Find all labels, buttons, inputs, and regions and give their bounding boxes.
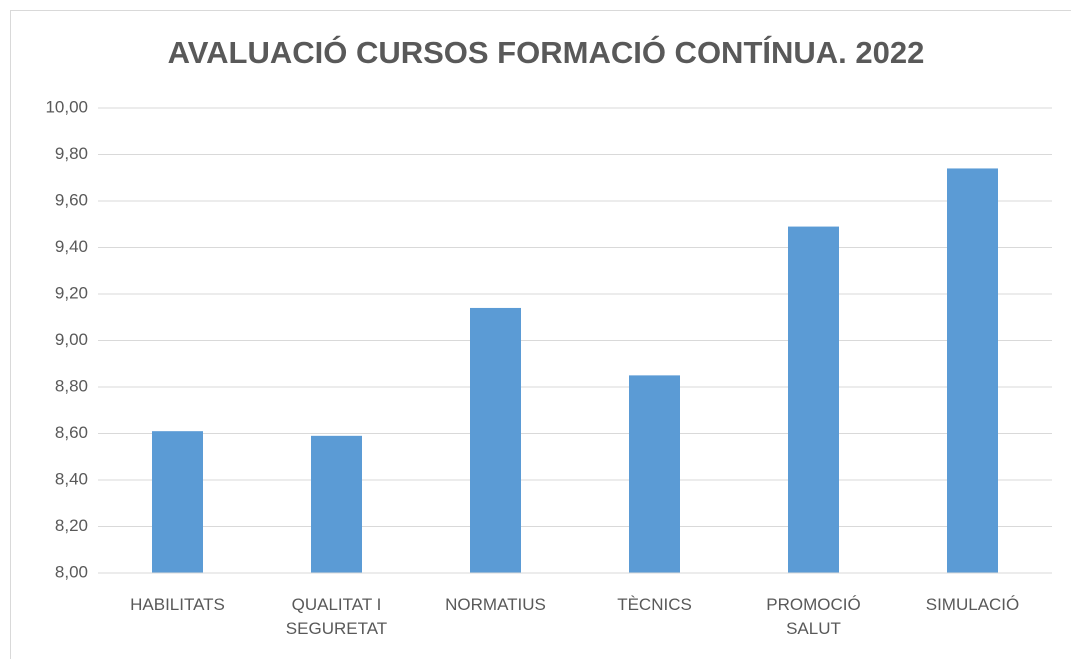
x-tick-label: NORMATIUS [445,595,546,614]
x-tick-label: HABILITATS [130,595,225,614]
bar [311,435,362,573]
bar [629,375,680,573]
y-tick-label: 9,00 [55,330,88,349]
x-tick-label: QUALITAT I SEGURETAT [285,595,388,638]
bar [152,431,203,573]
y-tick-label: 8,60 [55,423,88,442]
y-tick-label: 9,20 [55,283,88,302]
y-tick-label: 9,60 [55,190,88,209]
x-tick-label: PROMOCIÓ SALUT [766,595,861,638]
y-tick-label: 8,20 [55,516,88,535]
bar [947,168,998,573]
x-tick-label: TÈCNICS [617,595,692,614]
bar [470,307,521,573]
chart-title: AVALUACIÓ CURSOS FORMACIÓ CONTÍNUA. 2022 [168,34,925,70]
y-tick-label: 8,40 [55,469,88,488]
bar [788,226,839,573]
y-tick-label: 10,00 [45,97,88,116]
x-tick-label: SIMULACIÓ [925,595,1020,614]
chart-border [10,10,1071,659]
y-tick-label: 8,00 [55,562,88,581]
y-tick-label: 9,80 [55,144,88,163]
y-tick-label: 8,80 [55,376,88,395]
y-tick-label: 9,40 [55,237,88,256]
